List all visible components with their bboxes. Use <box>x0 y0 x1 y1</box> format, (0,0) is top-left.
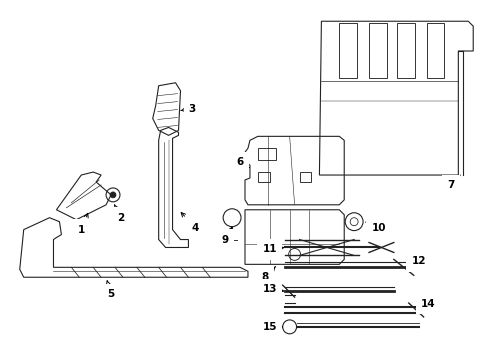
Text: 10: 10 <box>365 222 386 233</box>
Bar <box>368 23 386 78</box>
Bar <box>339 23 356 78</box>
Text: 3: 3 <box>181 104 196 113</box>
Bar <box>426 23 444 78</box>
Text: 2: 2 <box>114 205 124 223</box>
Text: 12: 12 <box>410 256 425 266</box>
Bar <box>396 23 414 78</box>
Circle shape <box>110 192 116 198</box>
Text: 11: 11 <box>262 244 283 255</box>
Bar <box>257 148 275 160</box>
Text: 14: 14 <box>420 299 435 309</box>
Bar <box>257 172 269 182</box>
Text: 9: 9 <box>221 227 231 244</box>
Text: 4: 4 <box>181 213 199 233</box>
Text: 1: 1 <box>78 213 88 235</box>
Text: 5: 5 <box>106 281 114 299</box>
Text: 13: 13 <box>262 284 283 294</box>
Text: 8: 8 <box>261 266 275 282</box>
Text: 15: 15 <box>262 322 282 332</box>
Text: 7: 7 <box>447 175 459 190</box>
Bar <box>299 172 311 182</box>
Text: 6: 6 <box>236 157 249 168</box>
